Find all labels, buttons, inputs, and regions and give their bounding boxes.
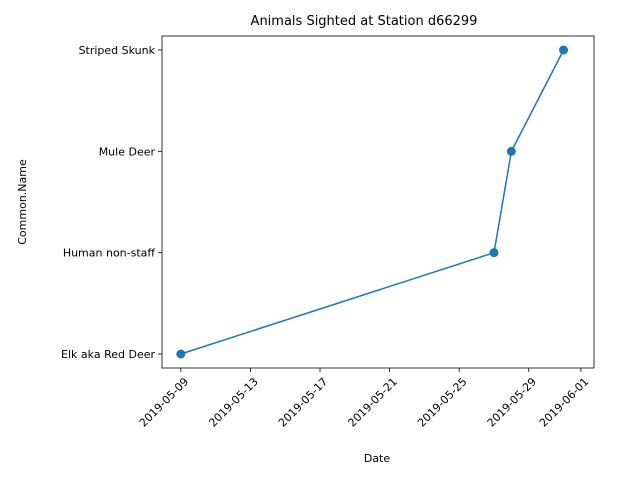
chart-title: Animals Sighted at Station d66299 [251,14,478,29]
data-point-1 [489,248,499,258]
x-tick-label-3: 2019-05-21 [346,375,400,429]
series-line [180,49,565,355]
x-tick-label-1: 2019-05-13 [206,375,260,429]
data-point-2 [506,146,516,156]
y-tick-label-0: Elk aka Red Deer [61,348,155,361]
x-tick-label-6: 2019-06-01 [537,375,591,429]
x-tick-label-0: 2019-05-09 [137,375,191,429]
axes-frame [161,35,595,369]
x-tick-label-5: 2019-05-29 [485,375,539,429]
data-point-3 [559,45,569,55]
y-tick-label-1: Human non-staff [63,247,156,260]
y-tick-label-3: Striped Skunk [79,44,156,57]
plot-area: Elk aka Red Deer Human non-staff Mule Deer… [61,35,595,430]
data-point-0 [176,349,186,359]
x-tick-label-2: 2019-05-17 [276,375,330,429]
y-tick-label-2: Mule Deer [99,145,156,158]
y-axis-label: Common.Name [16,159,29,245]
x-axis-label: Date [364,452,391,465]
x-tick-label-4: 2019-05-25 [415,375,469,429]
